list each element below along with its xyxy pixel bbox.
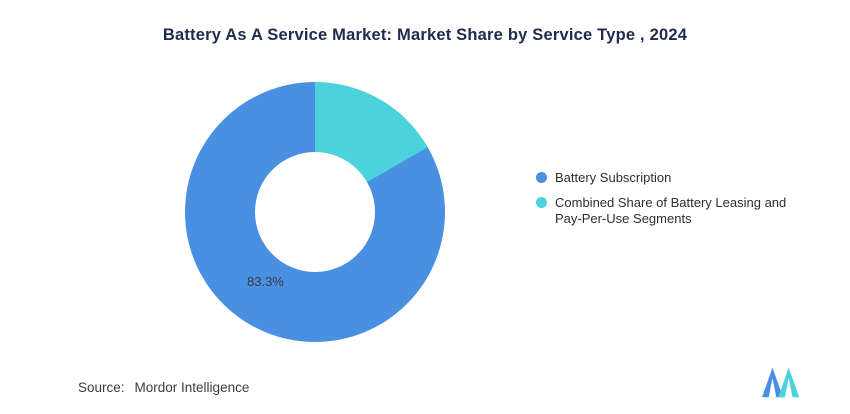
donut-hole [255,152,375,272]
mordor-intelligence-logo [762,364,804,398]
legend: Battery Subscription Combined Share of B… [536,170,805,227]
donut-chart: 83.3% [185,82,445,342]
source-value: Mordor Intelligence [134,380,250,395]
mordor-logo-mark [762,367,800,398]
legend-item: Combined Share of Battery Leasing and Pa… [536,195,805,227]
legend-marker [536,196,547,208]
legend-item: Battery Subscription [536,170,805,186]
legend-label: Combined Share of Battery Leasing and Pa… [555,194,787,226]
chart-title: Battery As A Service Market: Market Shar… [162,26,688,44]
source-label: Source: [78,380,125,395]
legend-label: Battery Subscription [555,170,672,185]
legend-marker [536,172,547,183]
slice-label: 83.3% [247,274,284,289]
source: Source: Mordor Intelligence [78,380,249,395]
